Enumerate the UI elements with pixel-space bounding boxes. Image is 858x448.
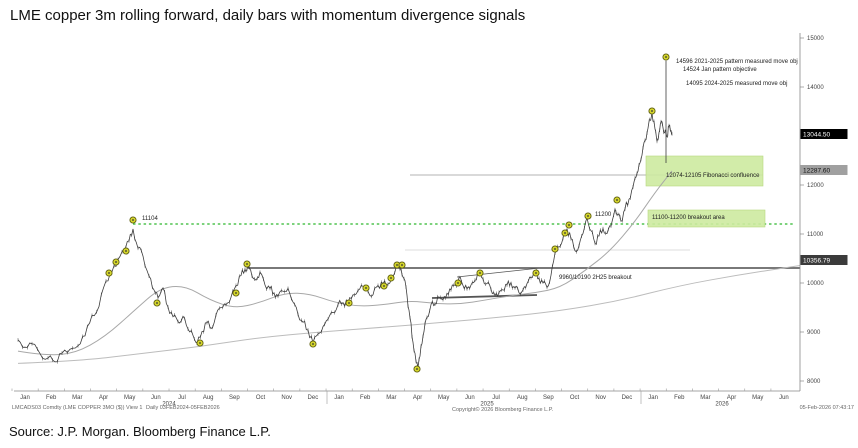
divergence-signal-marker-dot — [554, 248, 556, 250]
month-tick-label: Aug — [517, 395, 528, 401]
divergence-signal-marker-dot — [156, 302, 158, 304]
axis-price-badge-label: 13044.50 — [803, 132, 830, 139]
divergence-signal-marker-dot — [665, 56, 667, 58]
month-tick-label: May — [752, 395, 763, 401]
month-tick-label: Jul — [492, 395, 500, 401]
month-tick-label: Jun — [151, 395, 161, 401]
month-tick-label: Feb — [360, 395, 371, 401]
annotation-breakout-area: 11100-11200 breakout area — [652, 215, 725, 221]
source-caption: Source: J.P. Morgan. Bloomberg Finance L… — [9, 424, 271, 439]
y-tick-label: 15000 — [807, 36, 824, 42]
divergence-signal-marker-dot — [132, 219, 134, 221]
divergence-signal-marker-dot — [416, 368, 418, 370]
divergence-signal-marker-dot — [383, 285, 385, 287]
price-series — [17, 112, 673, 368]
divergence-signal-marker-dot — [457, 282, 459, 284]
month-tick-label: Feb — [46, 395, 57, 401]
footer-date-range: Daily 03FEB2024-05FEB2026 — [146, 405, 220, 411]
month-tick-label: Nov — [281, 395, 292, 401]
annotation-2h25-breakout: 9960/10190 2H25 breakout — [559, 275, 632, 281]
month-tick-label: Apr — [727, 395, 736, 401]
annotation-peak-11104: 11104 — [142, 216, 158, 222]
axis-price-badge — [800, 255, 848, 265]
month-tick-label: Aug — [203, 395, 214, 401]
divergence-signal-marker-dot — [616, 199, 618, 201]
breakout-area-box — [647, 209, 766, 228]
divergence-signal-marker-dot — [396, 264, 398, 266]
divergence-signal-marker-dot — [348, 302, 350, 304]
divergence-signal-marker-dot — [568, 224, 570, 226]
month-tick-label: Apr — [99, 395, 108, 401]
fibonacci-confluence-box — [645, 155, 764, 187]
year-label: 2025 — [480, 402, 494, 408]
year-label: 2024 — [162, 402, 176, 408]
footer-timestamp: 05-Feb-2026 07:43:17 — [799, 405, 854, 411]
y-tick-label: 8000 — [807, 379, 821, 385]
axis-price-badge — [800, 165, 848, 175]
divergence-signal-marker-dot — [312, 343, 314, 345]
divergence-signal-marker-dot — [115, 261, 117, 263]
month-tick-label: Mar — [386, 395, 396, 401]
divergence-signal-marker-dot — [235, 292, 237, 294]
divergence-signal-marker-dot — [651, 110, 653, 112]
divergence-signal-marker-dot — [535, 272, 537, 274]
divergence-signal-marker-dot — [246, 263, 248, 265]
divergence-signal-marker-dot — [108, 272, 110, 274]
month-tick-label: Apr — [413, 395, 422, 401]
axis-price-badge — [800, 129, 848, 139]
divergence-signal-marker-dot — [199, 342, 201, 344]
y-tick-label: 11000 — [807, 232, 824, 238]
month-tick-label: Jan — [20, 395, 30, 401]
divergence-signal-marker-dot — [125, 250, 127, 252]
divergence-signal-marker-dot — [587, 215, 589, 217]
divergence-signal-marker-dot — [390, 277, 392, 279]
chart-title: LME copper 3m rolling forward, daily bar… — [10, 7, 526, 24]
footer-copyright: Copyright© 2026 Bloomberg Finance L.P. — [452, 407, 554, 413]
year-label: 2026 — [715, 402, 729, 408]
month-tick-label: Jan — [648, 395, 658, 401]
month-tick-label: Mar — [700, 395, 710, 401]
month-tick-label: May — [438, 395, 449, 401]
month-tick-label: Dec — [622, 395, 633, 401]
trendline-1 — [431, 294, 538, 299]
month-tick-label: Oct — [256, 395, 266, 401]
annotation-jan-pattern-objective: 14524 Jan pattern objective — [683, 67, 757, 73]
month-tick-label: Jul — [178, 395, 186, 401]
month-tick-label: Jun — [779, 395, 789, 401]
annotation-fibonacci-confluence: 12074-12105 Fibonacci confluence — [666, 173, 760, 179]
axis-price-badge-label: 10356.79 — [803, 258, 830, 265]
y-tick-label: 14000 — [807, 85, 824, 91]
ma-fast-line — [17, 170, 673, 356]
divergence-signal-marker-dot — [564, 232, 566, 234]
month-tick-label: Oct — [570, 395, 580, 401]
divergence-signal-marker-dot — [365, 287, 367, 289]
divergence-signal-marker-dot — [401, 264, 403, 266]
month-tick-label: Jun — [465, 395, 475, 401]
month-tick-label: Jan — [334, 395, 344, 401]
annotation-level-11200: 11200 — [595, 212, 612, 218]
month-tick-label: Mar — [72, 395, 82, 401]
y-tick-label: 9000 — [807, 330, 821, 336]
ma-slow-line — [17, 265, 801, 364]
y-tick-label: 10000 — [807, 281, 824, 287]
month-tick-label: Feb — [674, 395, 685, 401]
month-tick-label: May — [124, 395, 135, 401]
month-tick-label: Sep — [543, 395, 554, 401]
month-tick-label: Sep — [229, 395, 240, 401]
month-tick-label: Dec — [308, 395, 319, 401]
footer-ticker: LMCADS03 Comdty (LME COPPER 3MO ($)) Vie… — [12, 405, 143, 411]
trendline-0 — [456, 267, 541, 278]
divergence-signal-marker-dot — [479, 272, 481, 274]
y-tick-label: 12000 — [807, 183, 824, 189]
annotation-measured-move-obj-2: 14095 2024-2025 measured move obj — [686, 81, 788, 87]
annotation-measured-move-obj-1: 14596 2021-2025 pattern measured move ob… — [676, 59, 798, 65]
axis-price-badge-label: 12287.60 — [803, 168, 830, 175]
month-tick-label: Nov — [595, 395, 606, 401]
